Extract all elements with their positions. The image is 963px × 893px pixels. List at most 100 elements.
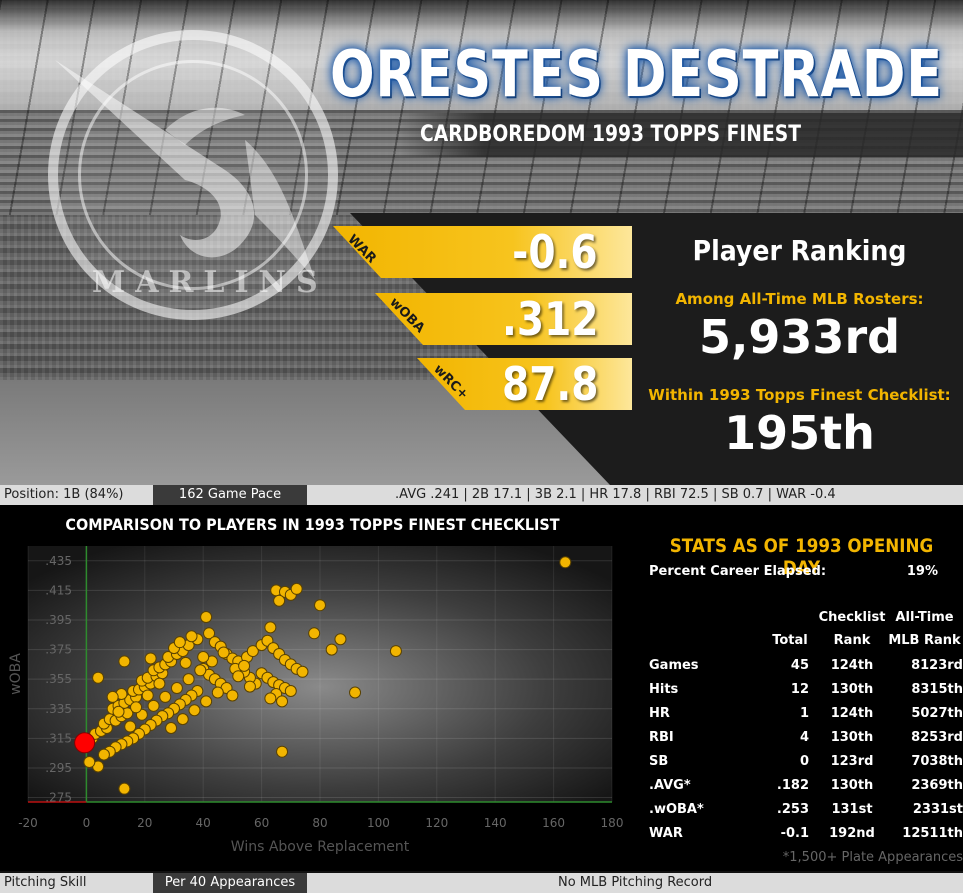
data-point xyxy=(153,677,166,690)
data-point xyxy=(334,633,347,646)
x-tick-label: 20 xyxy=(137,816,152,830)
team-logo-text: MARLINS xyxy=(92,265,328,300)
data-point xyxy=(141,689,154,702)
stat-checklist-rank: 124th xyxy=(830,658,874,673)
x-tick-label: -20 xyxy=(18,816,38,830)
data-point xyxy=(112,705,125,718)
stat-checklist-rank: 131st xyxy=(831,802,873,817)
y-tick-label: .395 xyxy=(45,613,72,627)
y-tick-label: .335 xyxy=(45,702,72,716)
x-tick-label: 140 xyxy=(484,816,507,830)
y-tick-label: .295 xyxy=(45,761,72,775)
x-tick-label: 160 xyxy=(542,816,565,830)
stat-total: 12 xyxy=(790,682,809,697)
x-axis-label: Wins Above Replacement xyxy=(231,839,410,855)
table-row: SB 0 123rd 7038th xyxy=(649,754,963,778)
data-point xyxy=(243,680,256,693)
checklist-rank-value: 195th xyxy=(724,406,875,460)
data-point xyxy=(276,745,289,758)
data-point xyxy=(188,704,201,717)
comparison-scatter-chart: .275 .295 .315 .335 .355 .375 .395 .415 .435 -20… xyxy=(8,546,624,855)
career-elapsed-value: 19% xyxy=(906,564,938,579)
data-point xyxy=(273,594,286,607)
stat-all-time-rank: 8315th xyxy=(911,682,963,697)
marlin-icon xyxy=(55,60,315,280)
data-point xyxy=(194,664,207,677)
pitching-record-text: No MLB Pitching Record xyxy=(558,875,713,890)
woba-value: .312 xyxy=(501,292,598,346)
card-set-subtitle: CARDBOREDOM 1993 TOPPS FINEST xyxy=(420,122,801,147)
data-point xyxy=(182,673,195,686)
stat-label: SB xyxy=(649,754,669,769)
x-tick-label: 80 xyxy=(312,816,327,830)
data-point xyxy=(130,701,143,714)
x-tick-label: 180 xyxy=(601,816,624,830)
stat-checklist-rank: 123rd xyxy=(830,754,874,769)
stat-total: .253 xyxy=(776,802,809,817)
y-tick-label: .315 xyxy=(45,731,72,745)
y-tick-label: .355 xyxy=(45,672,72,686)
data-point xyxy=(97,748,110,761)
stat-label: .wOBA* xyxy=(649,802,704,817)
table-row: HR 1 124th 5027th xyxy=(649,706,963,730)
pace-label: 162 Game Pace xyxy=(153,485,307,505)
table-row: .wOBA* .253 131st 2331st xyxy=(649,802,963,826)
subtitle-bar xyxy=(400,113,963,157)
stat-label: .AVG* xyxy=(649,778,691,793)
stat-all-time-rank: 2369th xyxy=(911,778,963,793)
career-elapsed-label: Percent Career Elapsed: xyxy=(649,564,827,579)
data-point xyxy=(226,689,239,702)
stat-checklist-rank: 130th xyxy=(830,682,874,697)
table-row: .AVG* .182 130th 2369th xyxy=(649,778,963,802)
data-point xyxy=(559,556,572,569)
all-time-rank-label: Among All-Time MLB Rosters: xyxy=(675,290,924,308)
stat-label: Games xyxy=(649,658,699,673)
data-point xyxy=(290,582,303,595)
data-point xyxy=(92,671,105,684)
table-row: RBI 4 130th 8253rd xyxy=(649,730,963,754)
stat-total: 1 xyxy=(799,706,809,721)
data-point xyxy=(170,682,183,695)
all-time-header-top: All-Time xyxy=(895,610,954,625)
pitching-pace-label: Per 40 Appearances xyxy=(153,873,307,893)
chart-title: COMPARISON TO PLAYERS IN 1993 TOPPS FINE… xyxy=(65,515,560,534)
y-tick-labels: .275 .295 .315 .335 .355 .375 .395 .415 .435 xyxy=(45,554,72,805)
stat-label: WAR xyxy=(649,826,683,841)
data-point xyxy=(165,722,178,735)
stat-checklist-rank: 124th xyxy=(830,706,874,721)
stats-title: STATS AS OF 1993 OPENING DAY xyxy=(669,535,934,579)
stat-label: Hits xyxy=(649,682,679,697)
y-tick-label: .375 xyxy=(45,643,72,657)
data-point xyxy=(232,670,245,683)
data-point xyxy=(314,599,326,612)
data-point xyxy=(173,636,186,649)
data-point xyxy=(284,685,297,698)
data-point xyxy=(325,643,338,656)
plot-area xyxy=(28,546,612,802)
x-tick-label: 0 xyxy=(83,816,91,830)
data-point xyxy=(296,665,309,678)
checklist-rank-label: Within 1993 Topps Finest Checklist: xyxy=(648,386,951,404)
data-point xyxy=(264,692,277,705)
footnote: *1,500+ Plate Appearances xyxy=(782,850,963,865)
stat-all-time-rank: 8123rd xyxy=(911,658,963,673)
stat-total: -0.1 xyxy=(780,826,809,841)
data-point xyxy=(264,621,277,634)
data-point xyxy=(238,659,251,672)
data-point xyxy=(276,695,289,708)
data-point xyxy=(200,611,213,624)
table-row: Hits 12 130th 8315th xyxy=(649,682,963,706)
all-time-rank-value: 5,933rd xyxy=(698,310,901,364)
data-point xyxy=(203,627,216,640)
stat-total: 45 xyxy=(790,658,809,673)
table-row: Games 45 124th 8123rd xyxy=(649,658,963,682)
data-point xyxy=(349,686,362,699)
data-point xyxy=(118,655,131,668)
stat-checklist-rank: 130th xyxy=(830,778,874,793)
data-point xyxy=(308,627,321,640)
stat-label: RBI xyxy=(649,730,674,745)
all-time-header-bottom: MLB Rank xyxy=(888,633,961,648)
data-point xyxy=(185,630,198,643)
data-point xyxy=(246,645,259,658)
data-point xyxy=(83,756,96,769)
